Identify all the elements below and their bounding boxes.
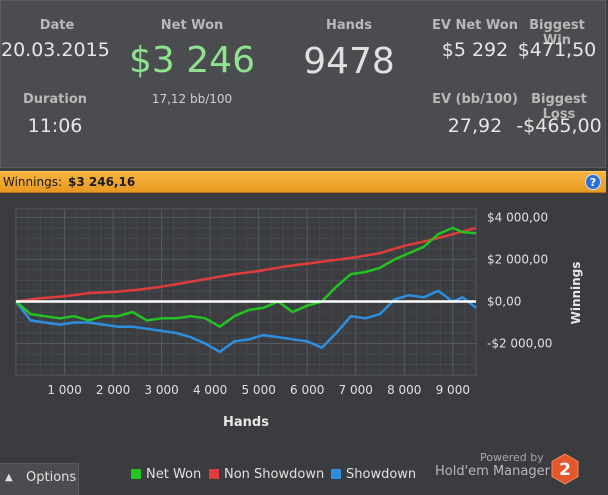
winnings-chart: 1 000 2 000 3 000 4 000 5 000 6 000 7 000 8 000… bbox=[15, 208, 583, 430]
y-tick-label: $0,00 bbox=[487, 294, 521, 308]
legend-label-net-won: Net Won bbox=[146, 467, 202, 482]
legend-swatch-non-showdown bbox=[209, 469, 219, 479]
hands-label: Hands bbox=[326, 18, 372, 33]
legend-label-non-showdown: Non Showdown bbox=[224, 467, 325, 482]
legend-swatch-net-won bbox=[131, 469, 141, 479]
y-tick-label: -$2 000,00 bbox=[487, 336, 552, 350]
y-tick-label: $4 000,00 bbox=[487, 210, 548, 224]
hands-value: 9478 bbox=[303, 41, 395, 82]
series-layer bbox=[15, 226, 477, 354]
brand-name: Hold'em Manager bbox=[435, 464, 550, 479]
x-tick-label: 3 000 bbox=[144, 383, 178, 397]
date-value: 20.03.2015 bbox=[1, 39, 110, 61]
legend-label-showdown: Showdown bbox=[346, 467, 417, 482]
x-tick-label: 7 000 bbox=[339, 383, 373, 397]
legend-swatch-showdown bbox=[331, 469, 341, 479]
ev-bb-label: EV (bb/100) bbox=[432, 92, 518, 107]
series-line-non-showdown bbox=[15, 226, 477, 303]
chevron-up-icon: ▲ bbox=[5, 472, 13, 483]
net-won-label: Net Won bbox=[160, 18, 224, 33]
series-line-net-won bbox=[15, 226, 477, 328]
ev-net-won-label: EV Net Won bbox=[432, 18, 518, 33]
biggest-loss-value: -$465,00 bbox=[516, 115, 602, 137]
x-tick-label: 1 000 bbox=[47, 383, 81, 397]
date-label: Date bbox=[39, 18, 75, 33]
x-tick-label: 6 000 bbox=[290, 383, 324, 397]
winnings-amount: $3 246,16 bbox=[68, 175, 136, 189]
winnings-label: Winnings: bbox=[3, 175, 62, 189]
biggest-win-label: Biggest Win bbox=[529, 18, 585, 48]
series-line-showdown bbox=[15, 289, 477, 354]
winnings-bar: Winnings: $3 246,16 ? bbox=[0, 171, 606, 193]
net-won-value: $3 246 bbox=[129, 40, 255, 81]
winnings-text: Winnings: $3 246,16 bbox=[3, 175, 135, 189]
logo-text: 2 bbox=[559, 460, 571, 480]
ev-net-won-value: $5 292 bbox=[441, 39, 509, 61]
help-icon[interactable]: ? bbox=[585, 174, 601, 190]
biggest-win-value: $471,50 bbox=[517, 39, 597, 61]
holdem-manager-logo: 2 bbox=[551, 453, 579, 485]
x-tick-label: 2 000 bbox=[96, 383, 130, 397]
x-tick-label: 5 000 bbox=[241, 383, 275, 397]
legend-showdown: Showdown bbox=[331, 467, 416, 482]
options-label: Options bbox=[26, 470, 77, 485]
options-button[interactable]: ▲ Options bbox=[0, 463, 79, 495]
x-axis-label: Hands bbox=[223, 415, 269, 430]
y-axis-label: Winnings bbox=[569, 262, 583, 325]
duration-value: 11:06 bbox=[27, 115, 83, 137]
stats-panel: Date 20.03.2015 Duration 11:06 Net Won $… bbox=[0, 0, 606, 168]
powered-by-text: Powered by bbox=[480, 451, 544, 464]
y-tick-label: $2 000,00 bbox=[487, 252, 548, 266]
duration-label: Duration bbox=[22, 92, 88, 107]
x-tick-label: 8 000 bbox=[387, 383, 421, 397]
ev-bb-value: 27,92 bbox=[447, 115, 503, 137]
net-won-bb: 17,12 bb/100 bbox=[151, 92, 233, 106]
legend-non-showdown: Non Showdown bbox=[209, 467, 324, 482]
biggest-loss-label: Biggest Loss bbox=[531, 92, 587, 122]
x-tick-label: 4 000 bbox=[193, 383, 227, 397]
ticks-layer: 1 000 2 000 3 000 4 000 5 000 6 000 7 000 8 000… bbox=[47, 210, 552, 397]
x-tick-label: 9 000 bbox=[436, 383, 470, 397]
legend-net-won: Net Won bbox=[131, 467, 201, 482]
plot-area bbox=[15, 208, 477, 376]
